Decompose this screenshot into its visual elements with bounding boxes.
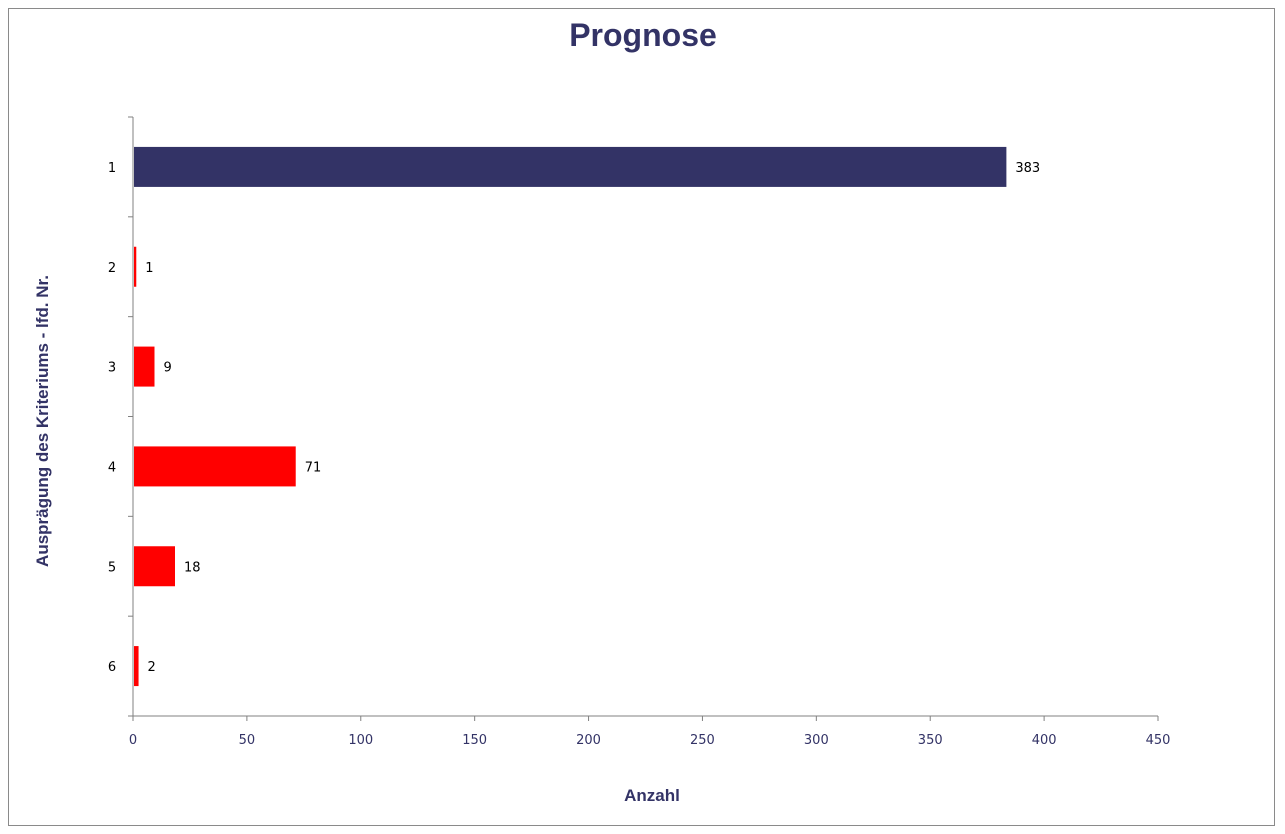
bar [134,446,296,487]
x-tick-label: 350 [918,733,943,748]
x-tick-label: 250 [690,733,715,748]
y-tick-label: 2 [108,261,116,276]
bar [134,646,139,687]
y-tick-label: 5 [108,560,116,575]
y-tick-label: 3 [108,361,116,376]
x-tick-label: 450 [1146,733,1171,748]
x-tick-label: 50 [239,733,256,748]
bar [134,546,175,587]
plot-area: 0 50 100 150 200 250 300 350 400 450 1 383 2 1 3 9 4 71 5 1… [108,116,1171,748]
bar [134,146,1007,187]
x-tick-label: 150 [462,733,487,748]
x-tick-label: 400 [1032,733,1057,748]
y-tick-label: 4 [108,460,116,475]
y-axis-title-group: Ausprägung des Kriteriums - lfd. Nr. [33,275,52,567]
data-label: 1 [145,261,153,276]
data-label: 18 [184,560,201,575]
x-tick-label: 100 [348,733,373,748]
y-tick-label: 1 [108,161,116,176]
y-tick-label: 6 [108,660,116,675]
chart-frame [8,8,1275,826]
bar [134,346,155,387]
data-label: 71 [305,460,322,475]
y-axis-title: Ausprägung des Kriteriums - lfd. Nr. [33,275,52,567]
chart-title: Prognose [569,17,717,53]
x-tick-label: 300 [804,733,829,748]
x-tick-label: 200 [576,733,601,748]
data-label: 2 [148,660,156,675]
data-label: 9 [164,361,172,376]
data-label: 383 [1015,161,1040,176]
x-tick-label: 0 [129,733,137,748]
x-axis-title: Anzahl [624,786,680,805]
bar [134,246,137,287]
